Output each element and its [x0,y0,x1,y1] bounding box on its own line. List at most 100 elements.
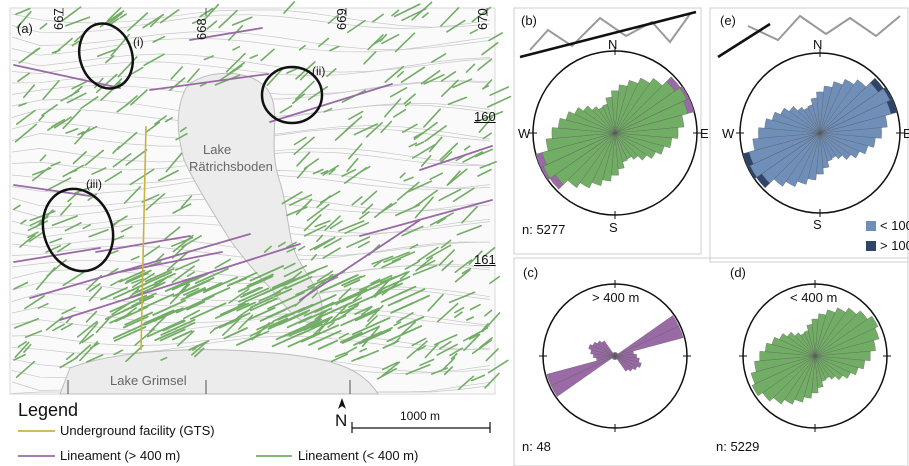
contour-line [11,31,491,50]
short-lineament [351,316,391,336]
short-lineament [348,110,364,120]
short-lineament [346,158,359,172]
short-lineament [383,251,410,263]
short-lineament [218,9,238,29]
short-lineament [42,80,60,100]
short-lineament [13,281,29,290]
contour-line [11,288,491,308]
short-lineament [303,158,320,170]
short-lineament [169,77,186,92]
short-lineament [185,287,206,298]
short-lineament [88,286,103,302]
panel-c-label: (c) [523,265,539,280]
short-lineament [271,277,296,289]
short-lineament [258,290,282,303]
scale-bar [351,422,491,433]
legend-item-gts: Underground facility (GTS) [60,423,215,438]
short-lineament [248,306,276,321]
short-lineament [125,149,148,166]
short-lineament [484,309,493,317]
grid-label-668: 668 [194,18,209,40]
short-lineament [442,357,456,371]
rose-e-legend-lt100: < 100 m [880,218,909,233]
short-lineament [409,243,419,250]
rose-petal [819,115,888,134]
short-lineament [298,44,306,51]
short-lineament [295,198,313,216]
short-lineament [327,14,340,25]
panel-b-inset [519,10,697,59]
rose-petal [819,132,869,155]
short-lineament [343,279,361,288]
short-lineament [100,81,121,101]
rose-e-east: E [903,126,909,141]
short-lineament [327,321,335,328]
short-lineament [291,93,306,105]
short-lineament [456,224,482,236]
short-lineament [307,275,333,289]
short-lineament [420,70,441,85]
short-lineament [485,348,499,362]
rose-petal [771,111,821,134]
short-lineament [47,121,61,131]
short-lineament [286,206,308,217]
lake-grimsel-label: Lake Grimsel [110,373,187,388]
short-lineament [317,339,339,350]
short-lineament [284,275,313,290]
long-lineament [299,219,421,301]
short-lineament [482,79,493,90]
short-lineament [319,274,359,293]
short-lineament [72,151,87,165]
short-lineament [275,321,315,341]
short-lineament [59,356,78,369]
short-lineament [275,309,311,326]
short-lineament [344,222,370,234]
short-lineament [329,302,350,324]
short-lineament [154,115,167,125]
short-lineament [240,286,264,299]
short-lineament [14,123,38,143]
short-lineament [376,367,398,380]
lake-ratrichsboden-label-1: Lake [203,142,232,157]
short-lineament [286,315,313,329]
short-lineament [106,7,122,22]
short-lineament [158,169,179,182]
short-lineament [120,225,133,233]
short-lineament [340,307,380,327]
short-lineament [403,93,416,105]
short-lineament [360,190,378,206]
short-lineament [179,126,187,133]
long-lineament [13,64,121,89]
short-lineament [13,204,21,211]
short-lineament [88,282,101,293]
short-lineament [28,232,43,243]
short-lineament [66,92,87,104]
short-lineament [488,32,504,42]
short-lineament [322,164,340,176]
short-lineament [160,356,168,361]
short-lineament [357,240,370,249]
short-lineament [387,288,426,307]
short-lineament [297,245,306,251]
short-lineament [18,102,28,107]
long-lineament [189,27,263,41]
short-lineament [403,176,414,182]
short-lineament [105,54,115,64]
short-lineament [341,168,357,177]
rose-e-north: N [813,37,823,52]
short-lineament [394,32,416,53]
rose-petal [614,132,639,160]
panel-e-label: (e) [720,13,736,28]
short-lineament [95,73,118,93]
short-lineament [261,276,301,296]
short-lineament [39,154,47,162]
short-lineament [60,322,73,331]
short-lineament [191,19,201,25]
short-lineament [359,347,368,353]
short-lineament [65,16,91,27]
short-lineament [238,314,254,330]
rose-b-n: n: 5277 [522,222,566,237]
short-lineament [477,58,493,71]
short-lineament [162,319,186,332]
short-lineament [91,167,107,175]
